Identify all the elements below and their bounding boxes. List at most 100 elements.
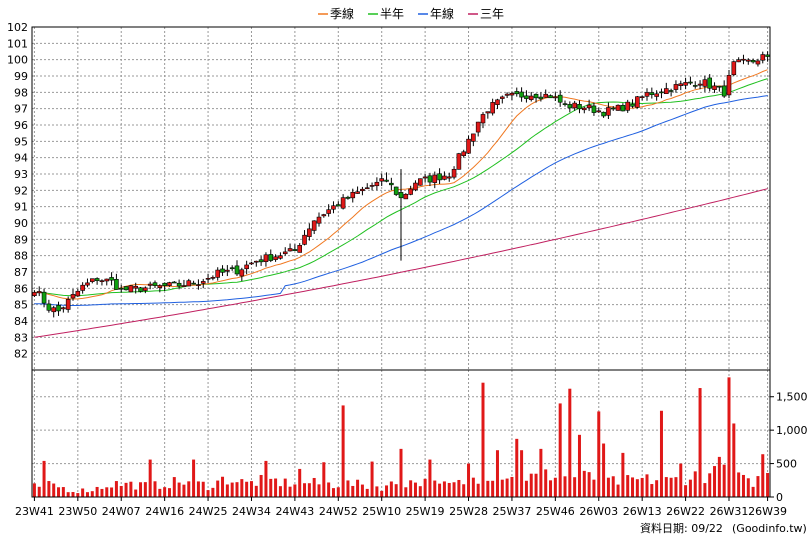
- candle: [591, 102, 597, 116]
- volume-bar: [201, 481, 205, 497]
- candle: [499, 95, 505, 104]
- x-tick-label: 26W03: [579, 505, 618, 518]
- candle-body-down: [437, 173, 442, 181]
- candle-body-up: [311, 220, 317, 231]
- candle: [292, 244, 298, 251]
- candle-body-up: [143, 287, 148, 291]
- price-tick-label: 92: [14, 184, 28, 197]
- price-grid: [32, 26, 770, 370]
- volume-bar: [158, 488, 162, 497]
- candle: [514, 87, 520, 97]
- candle: [282, 247, 288, 256]
- candle-body-up: [186, 280, 192, 287]
- candle-body-down: [229, 267, 235, 270]
- candle: [408, 185, 413, 196]
- candle: [750, 58, 756, 64]
- candle: [104, 278, 110, 286]
- x-tick-label: 23W50: [58, 505, 97, 518]
- volume-bar: [602, 443, 606, 497]
- candle: [451, 166, 457, 180]
- candle-body-up: [321, 214, 327, 217]
- candle-body-up: [683, 82, 688, 86]
- volume-bar: [303, 483, 307, 497]
- volume-bar: [626, 475, 630, 497]
- volume-bar: [669, 477, 673, 497]
- volume-bar: [283, 478, 287, 497]
- x-tick-label: 24W34: [232, 505, 271, 518]
- candle-body-up: [340, 197, 346, 209]
- data-date-label: 資料日期: 09/22: [640, 521, 723, 535]
- volume-bar: [216, 480, 220, 497]
- candle: [239, 267, 245, 282]
- volume-bar: [467, 463, 471, 497]
- volume-bar: [105, 487, 109, 497]
- candle: [41, 288, 47, 308]
- volume-bar: [713, 466, 717, 497]
- candle-body-down: [557, 94, 563, 103]
- candle-body-up: [572, 102, 577, 109]
- candle: [615, 104, 621, 111]
- volume-tick-label: 500: [776, 458, 797, 471]
- x-tick-label: 26W22: [666, 505, 705, 518]
- candle-body-up: [712, 85, 717, 90]
- volume-bar: [510, 476, 514, 497]
- candle-body-up: [625, 101, 631, 111]
- candle: [114, 273, 119, 290]
- candle-body-up: [495, 99, 500, 105]
- candle: [557, 90, 563, 107]
- volume-bar: [148, 459, 152, 497]
- candle-body-up: [741, 58, 746, 61]
- volume-bar: [597, 411, 601, 497]
- candle: [466, 135, 471, 154]
- candle: [176, 279, 182, 290]
- volume-bar: [172, 477, 176, 497]
- candle: [94, 277, 100, 285]
- candle: [99, 279, 105, 286]
- candle-body-down: [567, 104, 573, 109]
- price-tick-label: 82: [14, 348, 28, 361]
- candle-body-up: [461, 151, 467, 156]
- x-tick-label: 26W13: [623, 505, 662, 518]
- candle-body-up: [456, 153, 462, 170]
- volume-bar: [655, 480, 659, 497]
- volume-bar: [274, 478, 278, 497]
- volume-bar: [442, 481, 446, 497]
- volume-bar: [317, 484, 321, 497]
- candle: [263, 252, 269, 267]
- price-tick-label: 98: [14, 86, 28, 99]
- volume-bar: [42, 460, 46, 497]
- candle-body-down: [162, 282, 167, 286]
- candle: [673, 80, 679, 93]
- candle: [46, 299, 52, 313]
- plot-frames: [31, 26, 771, 498]
- x-tick-label: 24W07: [102, 505, 141, 518]
- candle: [630, 99, 635, 108]
- candle-body-up: [581, 107, 587, 111]
- candle: [253, 260, 259, 267]
- candle-body-up: [133, 285, 139, 289]
- candle: [553, 92, 558, 101]
- price-tick-label: 83: [14, 331, 28, 344]
- candle: [133, 282, 139, 294]
- candle: [369, 182, 375, 191]
- candle-body-up: [167, 282, 172, 286]
- volume-bar: [153, 481, 157, 497]
- candle: [167, 281, 172, 287]
- volume-bar: [659, 410, 663, 497]
- volume-bar: [698, 388, 702, 497]
- volume-bar: [259, 474, 263, 497]
- volume-bar: [196, 481, 200, 497]
- candle-body-up: [485, 111, 491, 114]
- candle-body-down: [577, 104, 582, 110]
- volume-bar: [90, 491, 94, 497]
- candle-body-up: [408, 188, 413, 195]
- volume-bar: [139, 482, 143, 497]
- x-tick-label: 25W28: [449, 505, 488, 518]
- volume-bar: [399, 448, 403, 497]
- candle-body-up: [253, 260, 259, 263]
- volume-bar: [640, 477, 644, 497]
- volume-bar: [524, 480, 528, 497]
- volume-bar: [235, 482, 239, 497]
- candle-body-up: [307, 228, 312, 237]
